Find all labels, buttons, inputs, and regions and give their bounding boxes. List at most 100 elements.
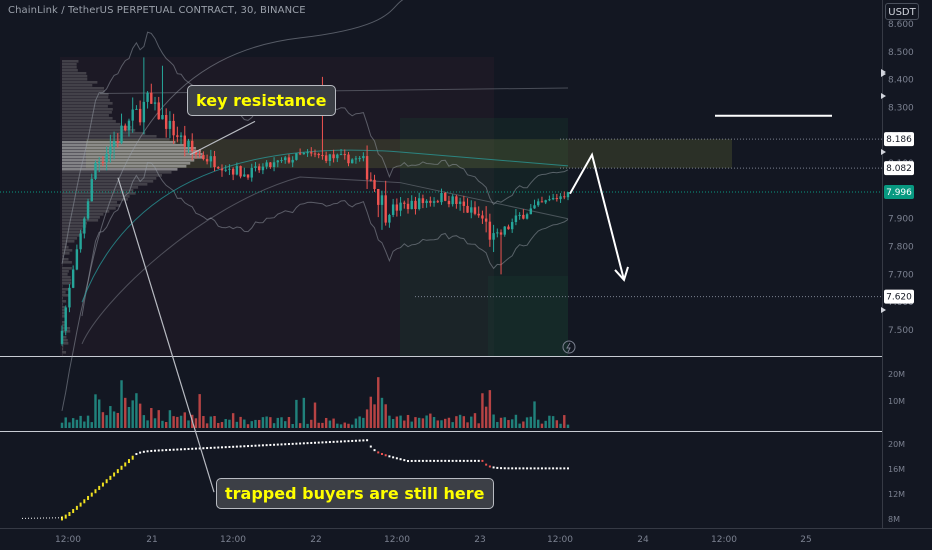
time-tick-label: 23: [474, 535, 485, 545]
indicator-pane[interactable]: [21, 439, 569, 521]
projection-path: [569, 152, 625, 281]
candle-body: [157, 102, 160, 120]
volume-tick-label: 10M: [888, 397, 905, 406]
profile-bar: [62, 114, 109, 117]
indicator-point: [563, 467, 566, 470]
indicator-point: [109, 475, 112, 480]
indicator-point: [113, 472, 116, 477]
volume-bar: [484, 406, 488, 428]
volume-bar: [410, 421, 413, 428]
candle-body: [68, 287, 71, 308]
indicator-point: [75, 505, 78, 510]
candle-body: [198, 154, 201, 156]
volume-bar: [291, 423, 294, 428]
profile-bar: [62, 210, 110, 213]
candle-body: [224, 169, 227, 171]
volume-pane[interactable]: [60, 377, 570, 428]
indicator-point: [440, 459, 443, 462]
profile-bar: [62, 135, 157, 138]
trapped-buyers-callout[interactable]: trapped buyers are still here: [216, 478, 494, 509]
currency-button[interactable]: USDT: [885, 3, 919, 20]
volume-bar: [417, 417, 421, 428]
profile-bar: [62, 111, 112, 114]
candle-body: [555, 198, 559, 200]
volume-bar: [317, 422, 320, 428]
lower-envelope: [81, 176, 569, 345]
indicator-point: [291, 442, 294, 445]
volume-bar: [112, 411, 116, 428]
profile-bar: [62, 150, 202, 153]
profile-bar: [62, 72, 87, 75]
profile-bar: [62, 216, 100, 219]
indicator-point: [284, 443, 287, 446]
candle-body: [522, 214, 525, 219]
profile-bar: [62, 126, 132, 129]
profile-bar: [62, 240, 75, 243]
volume-bar: [135, 393, 138, 428]
volume-bar: [391, 419, 395, 428]
volume-bar: [298, 423, 302, 428]
candle-body: [295, 153, 298, 160]
volume-bar: [105, 415, 108, 428]
profile-bar: [62, 69, 78, 72]
indicator-point: [488, 465, 491, 468]
indicator-point: [228, 445, 231, 448]
volume-bar: [213, 416, 216, 428]
indicator-point: [377, 451, 380, 454]
indicator-point: [522, 467, 525, 470]
drawings[interactable]: [117, 114, 832, 493]
volume-bar: [403, 420, 406, 428]
volume-bar: [406, 414, 410, 428]
candle-body: [477, 213, 480, 216]
indicator-point: [403, 459, 406, 462]
lower-band: [61, 161, 569, 411]
indicator-point: [373, 449, 376, 452]
indicator-point: [444, 459, 447, 462]
price-tick-label: 8.500: [888, 48, 914, 58]
indicator-tick-label: 20M: [888, 440, 905, 449]
candle-body: [421, 198, 425, 204]
indicator-point: [429, 459, 432, 462]
candle-body: [112, 141, 116, 147]
price-tick-label: 7.500: [888, 326, 914, 336]
profile-bar: [62, 138, 170, 141]
indicator-point: [131, 455, 134, 460]
volume-bar: [466, 422, 469, 428]
key-resistance-callout[interactable]: key resistance: [187, 85, 336, 116]
profile-bar: [62, 351, 67, 354]
candle-body: [563, 196, 566, 198]
vwap-line: [81, 149, 569, 303]
profile-bar: [62, 186, 139, 189]
profile-bar: [62, 285, 63, 288]
indicator-point: [261, 444, 264, 447]
candle-body: [384, 195, 387, 223]
volume-bar: [488, 390, 492, 428]
candle-body: [120, 125, 123, 143]
profile-bar: [62, 309, 66, 312]
indicator-point: [317, 441, 320, 444]
volume-bar: [90, 422, 93, 428]
candle-body: [179, 135, 183, 137]
volume-bar: [555, 420, 559, 428]
indicator-point: [168, 448, 171, 451]
profile-bar: [62, 339, 68, 342]
candle-body: [529, 208, 533, 215]
volume-bar: [172, 416, 175, 428]
indicator-point: [98, 485, 101, 490]
volume-bar: [198, 394, 201, 428]
indicator-point: [369, 445, 372, 448]
indicator-point: [61, 516, 63, 521]
profile-bar: [62, 78, 88, 81]
candle-body: [131, 109, 134, 121]
indicator-point: [347, 440, 350, 443]
candle-body: [317, 153, 320, 156]
volume-bar: [321, 422, 324, 428]
volume-bar: [313, 402, 317, 428]
volume-bar: [120, 380, 123, 428]
price-label-current: 7.996: [886, 188, 912, 198]
price-pane[interactable]: [0, 0, 882, 411]
indicator-point: [124, 462, 127, 467]
candle-body: [429, 200, 432, 203]
profile-bar: [62, 282, 72, 285]
